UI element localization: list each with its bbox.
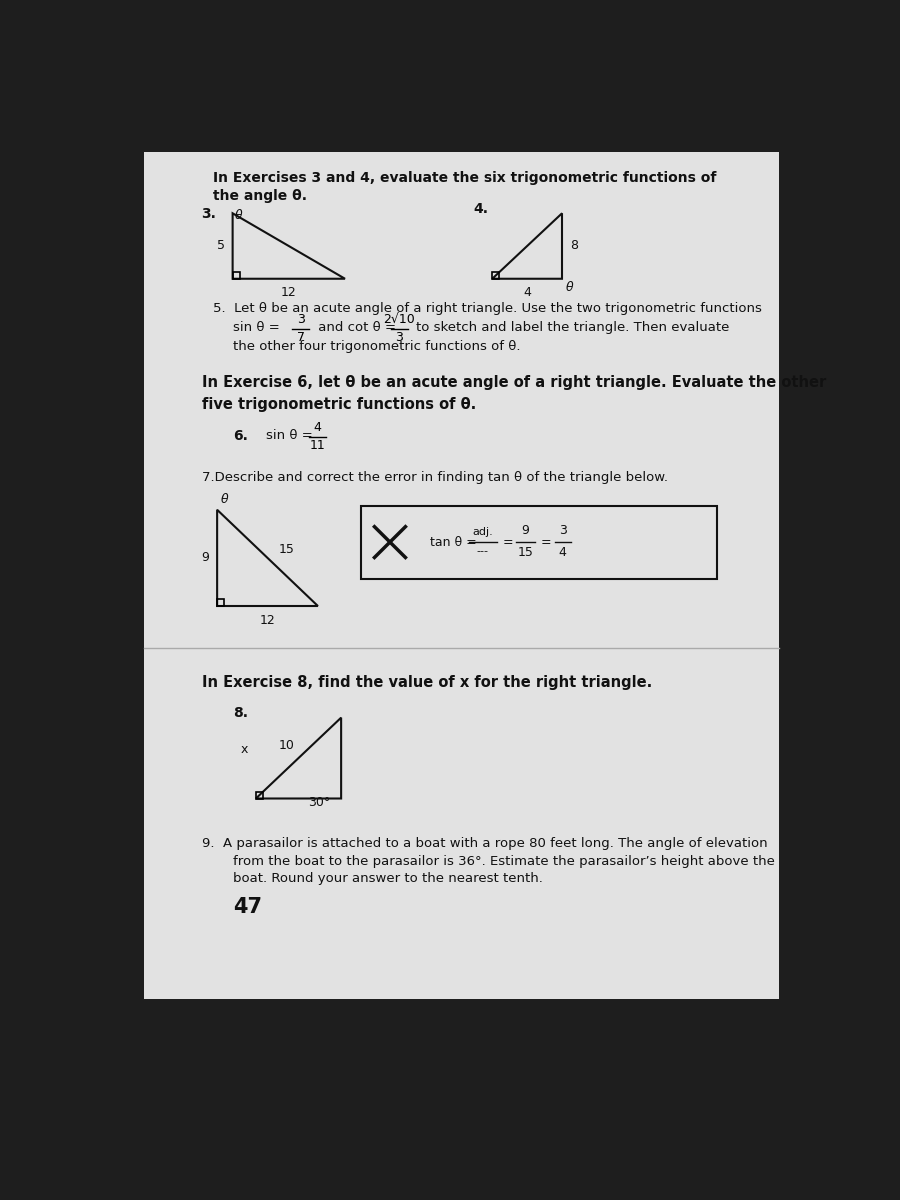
Text: 9: 9 (202, 551, 210, 564)
Text: boat. Round your answer to the nearest tenth.: boat. Round your answer to the nearest t… (232, 872, 543, 886)
Text: 4.: 4. (472, 202, 488, 216)
Text: θ: θ (235, 210, 243, 222)
Text: 8: 8 (570, 239, 578, 252)
Text: to sketch and label the triangle. Then evaluate: to sketch and label the triangle. Then e… (417, 322, 730, 334)
Text: the angle θ.: the angle θ. (213, 188, 307, 203)
Bar (361, 506, 717, 580)
Text: adj.: adj. (472, 527, 493, 536)
Text: ---: --- (477, 546, 489, 556)
Text: 2√10: 2√10 (383, 313, 415, 325)
Text: 11: 11 (310, 439, 325, 452)
Text: 5: 5 (217, 239, 225, 252)
Text: 4: 4 (313, 420, 321, 433)
Text: 9.  A parasailor is attached to a boat with a rope 80 feet long. The angle of el: 9. A parasailor is attached to a boat wi… (202, 838, 767, 850)
Text: x: x (241, 744, 248, 756)
Text: 12: 12 (259, 613, 275, 626)
Text: and cot θ =: and cot θ = (314, 322, 400, 334)
Text: 3: 3 (297, 313, 305, 325)
Text: 15: 15 (518, 546, 534, 559)
Text: In Exercise 8, find the value of x for the right triangle.: In Exercise 8, find the value of x for t… (202, 676, 652, 690)
Bar (232, 272, 239, 278)
Text: from the boat to the parasailor is 36°. Estimate the parasailor’s height above t: from the boat to the parasailor is 36°. … (232, 854, 775, 868)
Text: sin θ =: sin θ = (232, 322, 284, 334)
Text: 3.: 3. (202, 208, 217, 221)
Text: 7: 7 (297, 331, 305, 344)
Text: 8.: 8. (232, 706, 248, 720)
Text: 10: 10 (279, 738, 294, 751)
Text: 15: 15 (279, 544, 295, 557)
Text: In Exercise 6, let θ be an acute angle of a right triangle. Evaluate the other: In Exercise 6, let θ be an acute angle o… (202, 374, 826, 390)
Text: sin θ =: sin θ = (266, 428, 317, 442)
Text: five trigonometric functions of θ.: five trigonometric functions of θ. (202, 396, 476, 412)
Text: 12: 12 (281, 287, 296, 300)
Text: 3: 3 (395, 331, 403, 344)
Text: 5.  Let θ be an acute angle of a right triangle. Use the two trigonometric funct: 5. Let θ be an acute angle of a right tr… (213, 302, 762, 314)
Text: In Exercises 3 and 4, evaluate the six trigonometric functions of: In Exercises 3 and 4, evaluate the six t… (213, 170, 716, 185)
Text: 6.: 6. (232, 428, 248, 443)
Text: 9: 9 (522, 523, 529, 536)
Text: 7.Describe and correct the error in finding tan θ of the triangle below.: 7.Describe and correct the error in find… (202, 472, 668, 485)
Text: 4: 4 (523, 287, 531, 300)
Bar (217, 599, 224, 606)
Text: 47: 47 (232, 898, 262, 917)
Text: 30°: 30° (309, 796, 331, 809)
Text: 4: 4 (559, 546, 567, 559)
Bar (256, 792, 263, 798)
Text: =: = (541, 535, 552, 548)
Text: =: = (502, 535, 513, 548)
Bar (492, 272, 500, 278)
Text: the other four trigonometric functions of θ.: the other four trigonometric functions o… (232, 341, 520, 353)
Text: θ: θ (566, 281, 573, 294)
Text: θ: θ (221, 493, 229, 506)
Text: tan θ =: tan θ = (430, 535, 481, 548)
Text: 3: 3 (559, 523, 567, 536)
